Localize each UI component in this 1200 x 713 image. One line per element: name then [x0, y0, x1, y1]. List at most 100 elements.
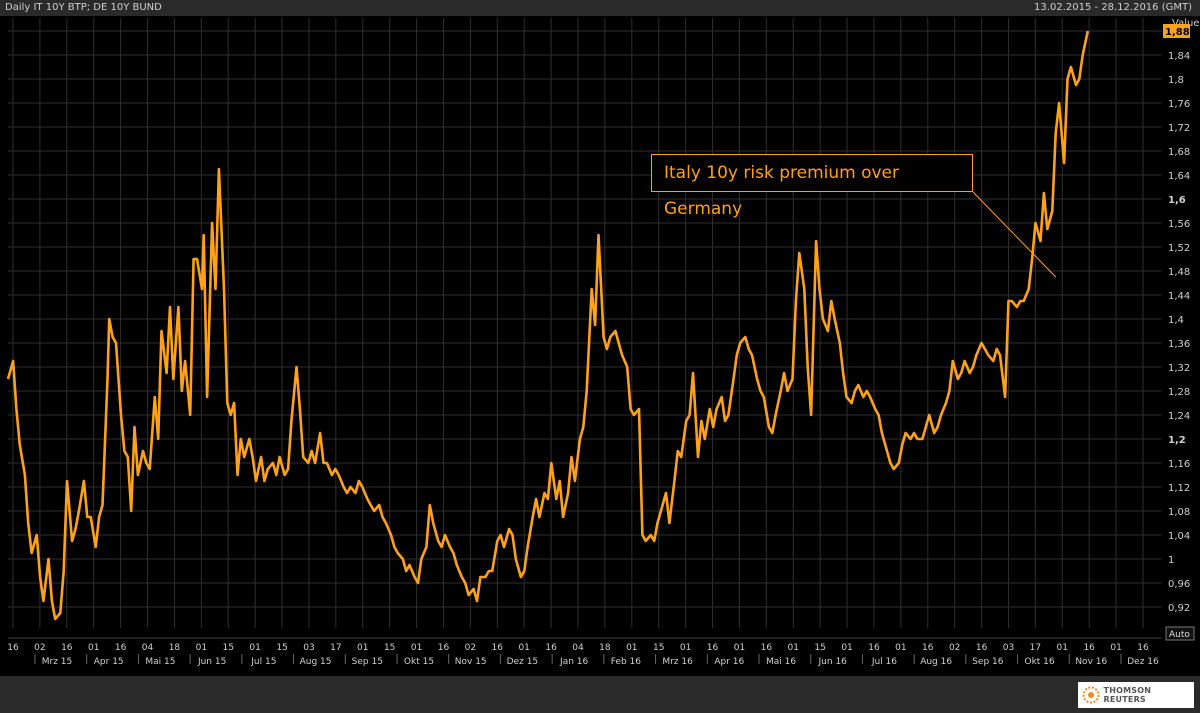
x-day-tick-label: 02: [465, 643, 476, 653]
y-tick-label: 1,68: [1168, 147, 1190, 158]
x-month-label: Aug 15: [300, 657, 332, 667]
y-tick-label: 1,84: [1168, 51, 1190, 62]
x-day-tick-label: 15: [223, 643, 234, 653]
y-tick-label: 1,32: [1168, 363, 1190, 374]
x-month-label: Jul 15: [250, 657, 276, 667]
x-month-label: Okt 16: [1025, 657, 1055, 667]
x-month-label: Jul 16: [871, 657, 897, 667]
x-month-label: Aug 16: [920, 657, 952, 667]
x-month-label: Sep 15: [352, 657, 383, 667]
x-day-tick-label: 01: [1057, 643, 1068, 653]
x-day-tick-label: 02: [949, 643, 960, 653]
last-value-label: 1,883: [1165, 27, 1197, 38]
x-month-label: Jun 15: [197, 657, 226, 667]
y-tick-label: 1,76: [1168, 99, 1190, 110]
x-day-tick-label: 18: [169, 643, 181, 653]
x-day-tick-label: 17: [330, 643, 341, 653]
x-day-tick-label: 16: [1083, 643, 1095, 653]
y-tick-label: 1,08: [1168, 507, 1190, 518]
x-day-tick-label: 16: [707, 643, 719, 653]
x-day-tick-label: 01: [411, 643, 422, 653]
x-day-tick-label: 16: [61, 643, 73, 653]
x-day-tick-label: 01: [88, 643, 99, 653]
x-day-tick-label: 18: [599, 643, 611, 653]
x-day-tick-label: 16: [115, 643, 127, 653]
x-month-label: Sep 16: [972, 657, 1004, 667]
logo-text: THOMSON REUTERS: [1103, 686, 1152, 704]
y-tick-label: 1,4: [1168, 315, 1184, 326]
x-day-tick-label: 01: [1110, 643, 1121, 653]
x-month-label: Nov 15: [455, 657, 487, 667]
x-day-tick-label: 16: [545, 643, 557, 653]
last-value-box: [1163, 24, 1190, 38]
x-month-label: Okt 15: [404, 657, 434, 667]
x-day-tick-label: 01: [895, 643, 906, 653]
y-tick-label: 1,2: [1168, 435, 1186, 446]
x-day-tick-label: 03: [303, 643, 314, 653]
x-month-label: Dez 15: [507, 657, 539, 667]
reuters-logo-icon: [1082, 686, 1100, 704]
x-month-label: Jun 16: [818, 657, 848, 667]
x-day-tick-label: 16: [492, 643, 504, 653]
y-tick-label: 1,64: [1168, 171, 1190, 182]
x-month-label: Mrz 16: [662, 657, 693, 667]
y-tick-label: 1,48: [1168, 267, 1190, 278]
x-month-label: Apr 16: [714, 657, 744, 667]
annotation-leader: [972, 191, 1057, 278]
date-range: 13.02.2015 - 28.12.2016 (GMT): [1034, 2, 1192, 13]
x-day-tick-label: 15: [814, 643, 825, 653]
x-day-tick-label: 03: [1003, 643, 1014, 653]
x-day-tick-label: 01: [841, 643, 852, 653]
x-day-tick-label: 01: [249, 643, 260, 653]
y-tick-label: 1,16: [1168, 459, 1190, 470]
x-month-label: Jan 16: [559, 657, 588, 667]
line-chart[interactable]: 1,84 1,8 1,76 1,72 1,68 1,64 1,6 1,56 1,52 1,48 1,…: [0, 16, 1200, 676]
y-tick-label: 1,44: [1168, 291, 1190, 302]
y-tick-label: 1: [1168, 555, 1174, 566]
x-month-label: Mrz 15: [42, 657, 73, 667]
x-month-label: Dez 16: [1127, 657, 1159, 667]
auto-button[interactable]: [1165, 626, 1195, 641]
y-tick-label: 1,12: [1168, 483, 1190, 494]
x-day-tick-label: 16: [7, 643, 19, 653]
x-month-label: Apr 15: [94, 657, 124, 667]
x-day-tick-label: 16: [761, 643, 773, 653]
y-tick-label: 0,96: [1168, 579, 1190, 590]
x-day-tick-label: 01: [788, 643, 799, 653]
y-tick-label: 0,92: [1168, 603, 1190, 614]
x-day-tick-label: 01: [196, 643, 207, 653]
series-line: [6, 30, 1090, 621]
x-day-tick-label: 01: [680, 643, 691, 653]
x-day-tick-label: 01: [518, 643, 529, 653]
y-tick-label: 1,6: [1168, 195, 1186, 206]
x-day-tick-label: 15: [653, 643, 664, 653]
auto-button-label: Auto: [1169, 630, 1190, 640]
x-day-tick-label: 16: [922, 643, 934, 653]
title-bar: Daily IT 10Y BTP; DE 10Y BUND 13.02.2015…: [0, 0, 1200, 16]
x-day-tick-label: 17: [1030, 643, 1041, 653]
x-day-tick-label: 16: [868, 643, 880, 653]
x-month-label: Mai 16: [766, 657, 796, 667]
x-day-tick-label: 01: [626, 643, 637, 653]
x-month-label: Feb 16: [611, 657, 642, 667]
y-tick-label: 1,52: [1168, 243, 1190, 254]
y-axis-label: Value: [1172, 18, 1199, 29]
plot-area: [8, 18, 1162, 628]
y-tick-label: 1,24: [1168, 411, 1190, 422]
x-day-tick-label: 02: [34, 643, 45, 653]
y-tick-label: 1,36: [1168, 339, 1190, 350]
x-day-tick-label: 16: [1137, 643, 1149, 653]
y-tick-label: 1,28: [1168, 387, 1190, 398]
x-day-tick-label: 04: [572, 643, 584, 653]
annotation-box: Italy 10y risk premium over Germany: [651, 154, 973, 219]
chart-title: Daily IT 10Y BTP; DE 10Y BUND: [5, 2, 162, 13]
x-day-tick-label: 15: [384, 643, 395, 653]
x-day-tick-label: 01: [357, 643, 368, 653]
x-day-tick-label: 16: [438, 643, 450, 653]
x-month-label: Mai 15: [145, 657, 175, 667]
y-tick-label: 1,04: [1168, 531, 1190, 542]
y-tick-label: 1,8: [1168, 75, 1184, 86]
x-day-tick-label: 01: [734, 643, 745, 653]
y-tick-label: 1,72: [1168, 123, 1190, 134]
